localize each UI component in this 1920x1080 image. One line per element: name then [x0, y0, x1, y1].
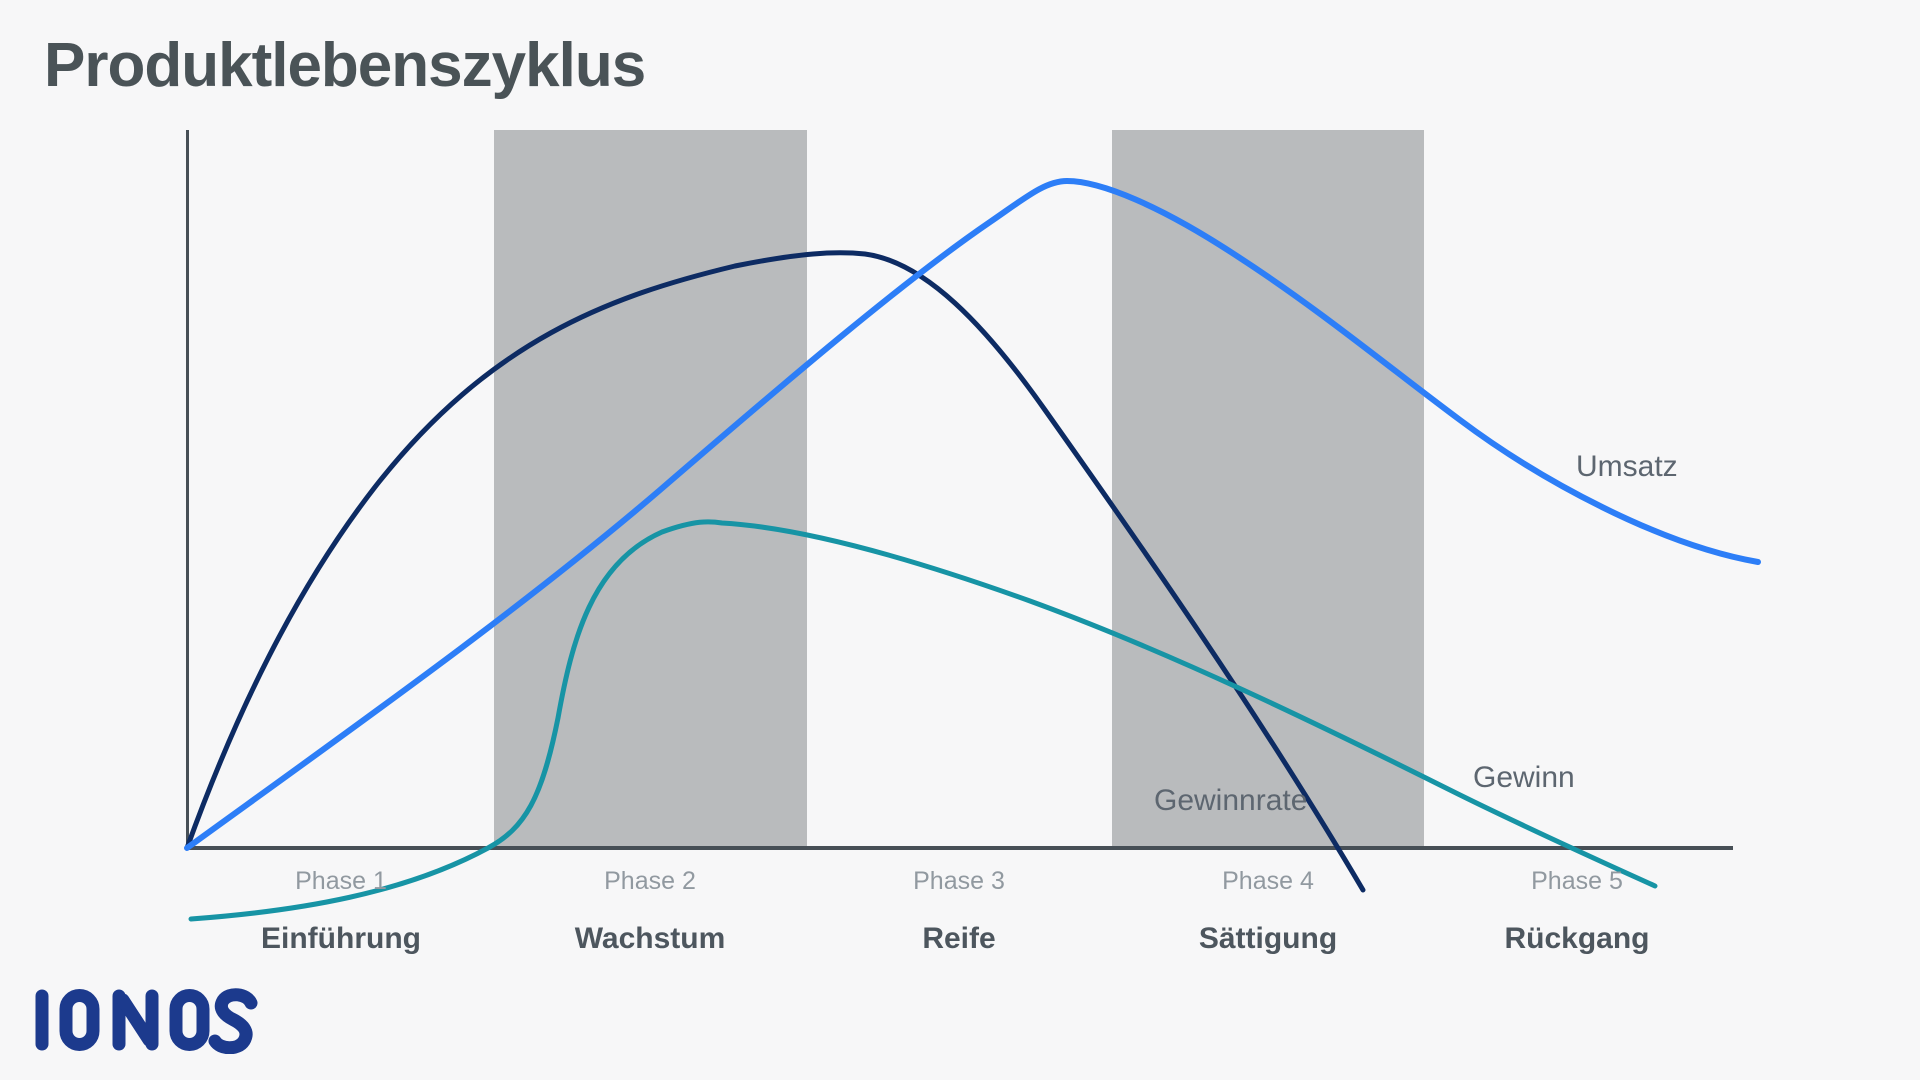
phase-5-column: Phase 5 Rückgang [1417, 866, 1737, 956]
ionos-logo [35, 988, 258, 1054]
phase-5-name: Rückgang [1504, 922, 1650, 955]
phase-4-name: Sättigung [1198, 922, 1338, 955]
phase-2-column: Phase 2 Wachstum [490, 866, 810, 956]
band-phase-2 [494, 130, 807, 846]
gewinnrate-curve-label: Gewinnrate [1154, 784, 1308, 817]
gewinnrate-curve [184, 250, 1366, 893]
phase-2-name: Wachstum [574, 922, 726, 955]
umsatz-curve [184, 177, 1761, 851]
x-axis [186, 846, 1733, 850]
umsatz-curve-label: Umsatz [1576, 450, 1678, 483]
page-title: Produktlebenszyklus [44, 31, 646, 100]
phase-2-label: Phase 2 [604, 867, 696, 895]
y-axis [186, 130, 189, 850]
phase-4-column: Phase 4 Sättigung [1108, 866, 1428, 956]
phase-5-label: Phase 5 [1531, 867, 1623, 895]
phase-1-name: Einführung [261, 922, 421, 955]
logo-letter-s [208, 988, 258, 1054]
logo-letter-o2 [169, 989, 210, 1051]
logo-letter-o1 [59, 989, 100, 1051]
phase-4-label: Phase 4 [1222, 867, 1314, 895]
phase-1-label: Phase 1 [295, 867, 387, 895]
band-phase-4 [1112, 130, 1424, 846]
phase-3-name: Reife [922, 922, 996, 955]
phase-3-column: Phase 3 Reife [799, 866, 1119, 956]
phase-3-label: Phase 3 [913, 867, 1005, 895]
logo-letter-n-diagonal [116, 993, 156, 1047]
phase-1-column: Phase 1 Einführung [181, 866, 501, 956]
gewinn-curve-label: Gewinn [1473, 761, 1575, 794]
gewinn-curve [188, 519, 1658, 922]
